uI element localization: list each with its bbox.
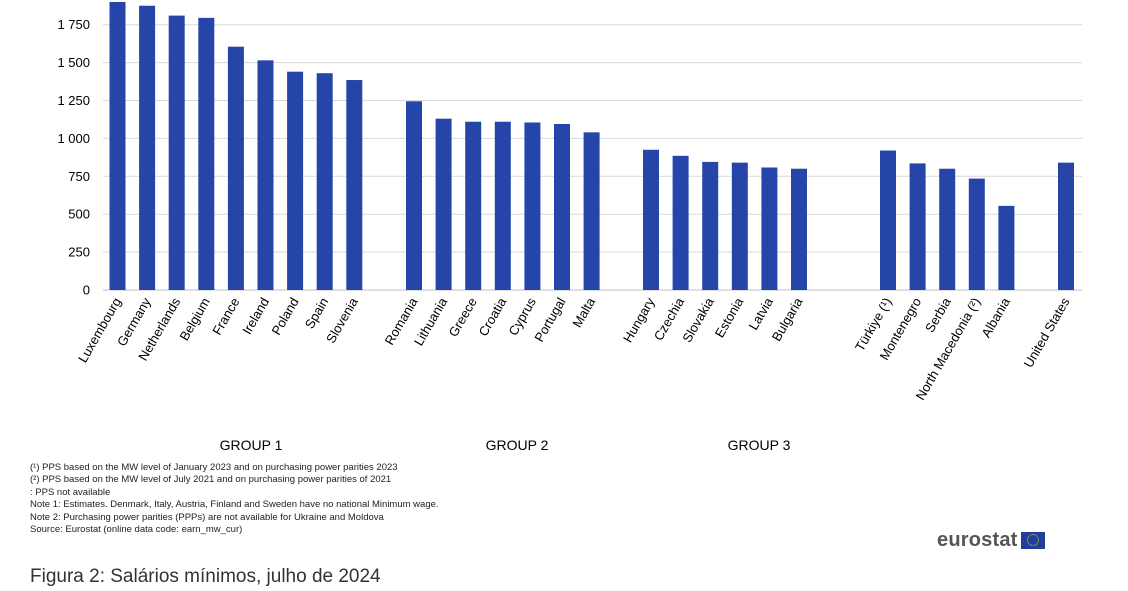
y-tick-label: 500 [68, 207, 90, 222]
bar [139, 5, 156, 290]
footnote-1: (¹) PPS based on the MW level of January… [30, 462, 398, 473]
bar [998, 205, 1015, 290]
footnotes: (¹) PPS based on the MW level of January… [30, 462, 439, 536]
x-tick-label: Poland [268, 295, 301, 338]
bar [524, 122, 541, 291]
footnote-3: : PPS not available [30, 486, 111, 498]
x-tick-label: Greece [445, 295, 479, 339]
x-tick-label: Latvia [746, 294, 777, 332]
footnote-5: Note 2: Purchasing power parities (PPPs)… [30, 511, 384, 523]
x-tick-label: Malta [569, 294, 598, 330]
y-tick-label: 1 250 [57, 93, 90, 108]
y-tick-label: 250 [68, 245, 90, 260]
figure-caption: Figura 2: Salários mínimos, julho de 202… [30, 566, 381, 587]
y-tick-label: 750 [68, 169, 90, 184]
x-tick-label: France [209, 295, 242, 338]
bar [227, 46, 244, 290]
bar [198, 17, 215, 291]
bar [109, 1, 126, 291]
y-tick-label: 1 000 [57, 131, 90, 146]
group-label-2: GROUP 2 [485, 437, 549, 453]
x-tick-label: United States [1021, 295, 1073, 371]
eurostat-logo: eurostat [937, 529, 1045, 552]
bar [257, 60, 274, 290]
bar [494, 121, 511, 290]
x-tick-label: Albania [978, 294, 1013, 340]
bar [761, 167, 778, 290]
bar [968, 178, 985, 290]
group-label-3: GROUP 3 [727, 437, 791, 453]
bar [406, 101, 422, 291]
footnote-2: (²) PPS based on the MW level of July 20… [30, 474, 392, 486]
bar [880, 150, 896, 290]
bar [583, 132, 600, 290]
source-note: Source: Eurostat (online data code: earn… [30, 524, 243, 536]
bar [316, 73, 333, 290]
x-tick-label: Estonia [712, 294, 747, 340]
y-axis: 0 250 500 750 1 000 1 250 1 500 1 750 [57, 17, 90, 297]
bar [554, 123, 570, 290]
y-tick-label: 1 750 [57, 17, 90, 32]
x-axis: LuxembourgGermanyNetherlandsBelgiumFranc… [75, 294, 1073, 402]
y-tick-label: 1 500 [57, 55, 90, 70]
bar [465, 121, 482, 290]
bar [168, 15, 185, 290]
bar [672, 155, 689, 290]
x-tick-label: Ireland [239, 295, 272, 337]
footnote-4: Note 1: Estimates. Denmark, Italy, Austr… [30, 499, 439, 511]
bar [909, 163, 926, 290]
bar [791, 168, 807, 290]
bar-chart: 0 250 500 750 1 000 1 250 1 500 1 750 Luxembour… [57, 1, 1082, 403]
x-tick-label: Spain [302, 295, 332, 331]
bar [702, 161, 719, 290]
bar [939, 168, 956, 290]
x-tick-label: Serbia [922, 294, 954, 335]
bar [731, 162, 748, 290]
x-tick-label: Croatia [475, 294, 509, 338]
bar [435, 118, 452, 290]
bar [643, 149, 659, 290]
y-tick-label: 0 [83, 283, 90, 298]
bar [1058, 162, 1074, 290]
eu-flag-icon [1020, 532, 1045, 549]
bars [109, 1, 1074, 291]
bar [346, 80, 363, 290]
group-label-1: GROUP 1 [219, 437, 283, 453]
logo-text: eurostat [937, 529, 1018, 551]
x-tick-label: Luxembourg [75, 295, 124, 365]
bar [287, 71, 304, 290]
